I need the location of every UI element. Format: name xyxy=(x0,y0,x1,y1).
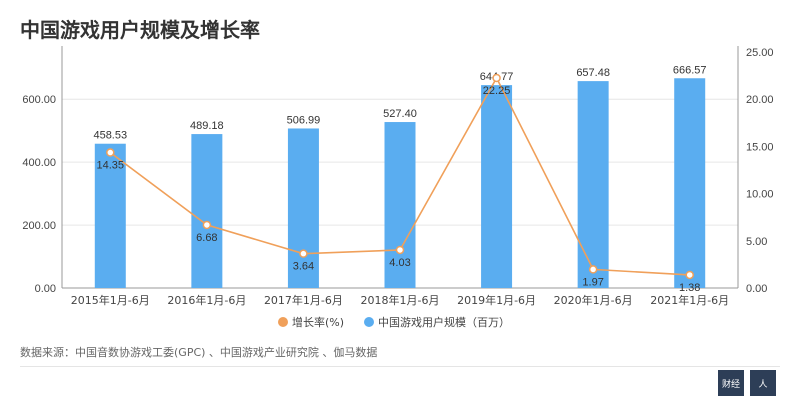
footer-divider xyxy=(20,366,780,367)
bar xyxy=(384,122,416,288)
bar xyxy=(287,128,319,288)
line-point xyxy=(202,220,212,230)
bar xyxy=(191,134,223,288)
y-right-tick-label: 0.00 xyxy=(746,283,767,295)
line-data-label: 6.68 xyxy=(196,232,217,244)
x-tick-label: 2016年1月-6月 xyxy=(167,293,246,307)
line-data-label: 3.64 xyxy=(293,261,314,273)
legend-label-users: 中国游戏用户规模（百万） xyxy=(378,315,510,329)
combo-chart: 0.00 200.00 400.00 600.00 0.00 5.00 10.00 15.00… xyxy=(22,46,774,329)
bar-data-label: 506.99 xyxy=(287,114,321,126)
chart-title: 中国游戏用户规模及增长率 xyxy=(20,18,260,42)
line-point xyxy=(588,265,598,274)
y-left-tick-label: 600.00 xyxy=(22,94,56,106)
line-point xyxy=(106,148,115,157)
line-data-label: 1.97 xyxy=(582,276,603,288)
y-right-tick-label: 15.00 xyxy=(746,141,774,153)
y-left-tick-label: 200.00 xyxy=(22,220,56,232)
bar xyxy=(674,78,706,288)
line-point xyxy=(685,270,694,280)
bar xyxy=(481,85,513,289)
line-point xyxy=(395,245,405,255)
y-left-tick-label: 0.00 xyxy=(35,283,56,295)
y-right-tick-label: 25.00 xyxy=(746,47,774,59)
y-right-tick-label: 5.00 xyxy=(746,236,767,248)
line-point xyxy=(299,249,308,258)
x-tick-label: 2017年1月-6月 xyxy=(264,293,343,307)
line-point xyxy=(492,73,501,83)
bar-data-label: 527.40 xyxy=(383,108,417,120)
legend-label-growth-rate: 增长率(%) xyxy=(292,315,344,329)
logo-caijing: 财经 xyxy=(718,370,744,396)
y-right-tick-label: 20.00 xyxy=(746,94,774,106)
data-source-note: 数据来源：中国音数协游戏工委(GPC) 、中国游戏产业研究院 、伽马数据 xyxy=(20,346,378,359)
line-data-label: 4.03 xyxy=(389,257,410,269)
bar-data-label: 458.53 xyxy=(93,130,127,142)
bar-data-label: 666.57 xyxy=(673,64,707,76)
bar xyxy=(94,143,126,288)
y-right-tick-label: 10.00 xyxy=(746,189,774,201)
bar-data-label: 489.18 xyxy=(190,120,224,132)
x-tick-label: 2020年1月-6月 xyxy=(554,293,633,307)
logo-secondary: 人 xyxy=(750,370,776,396)
legend-swatch-users xyxy=(364,317,374,327)
legend-swatch-growth-rate xyxy=(278,317,288,327)
x-tick-label: 2015年1月-6月 xyxy=(71,293,150,307)
line-data-label: 14.35 xyxy=(97,160,125,172)
y-left-tick-label: 400.00 xyxy=(22,157,56,169)
x-tick-label: 2019年1月-6月 xyxy=(457,293,536,307)
x-tick-label: 2021年1月-6月 xyxy=(650,293,729,307)
bar xyxy=(577,81,609,288)
line-data-label: 1.38 xyxy=(679,282,700,294)
line-data-label: 22.25 xyxy=(483,85,511,97)
bar-data-label: 657.48 xyxy=(576,67,610,79)
publisher-logos: 财经 人 xyxy=(718,370,776,396)
x-tick-label: 2018年1月-6月 xyxy=(361,293,440,307)
